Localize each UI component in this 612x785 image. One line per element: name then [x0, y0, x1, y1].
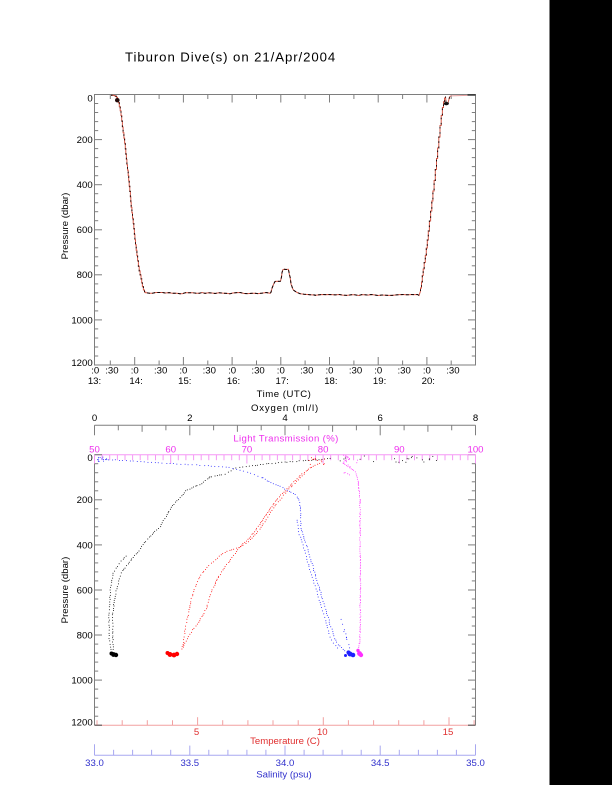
svg-text:90: 90	[394, 445, 405, 456]
svg-text::30: :30	[154, 365, 167, 376]
svg-text:0: 0	[87, 93, 92, 104]
svg-text:400: 400	[77, 540, 93, 551]
svg-text:8: 8	[473, 413, 478, 424]
svg-text:600: 600	[77, 225, 93, 236]
svg-text:1200: 1200	[71, 717, 92, 728]
svg-text:15: 15	[443, 727, 454, 738]
svg-text::0: :0	[325, 365, 333, 376]
svg-text:800: 800	[77, 270, 93, 281]
svg-text:80: 80	[318, 445, 329, 456]
svg-text:1200: 1200	[71, 358, 92, 369]
svg-text:70: 70	[242, 445, 253, 456]
svg-text:34.0: 34.0	[276, 758, 295, 769]
svg-text:Oxygen (ml/l): Oxygen (ml/l)	[251, 403, 319, 414]
svg-text::0: :0	[374, 365, 382, 376]
svg-text:15:: 15:	[178, 376, 191, 387]
svg-text:0: 0	[92, 413, 97, 424]
svg-text:Light Transmission (%): Light Transmission (%)	[233, 433, 338, 444]
svg-text:16:: 16:	[227, 376, 240, 387]
svg-text::0: :0	[423, 365, 431, 376]
svg-text:1000: 1000	[71, 676, 92, 687]
svg-text::0: :0	[91, 365, 99, 376]
svg-text:Pressure (dbar): Pressure (dbar)	[60, 193, 71, 260]
svg-text:Time (UTC): Time (UTC)	[257, 389, 312, 400]
svg-text::30: :30	[251, 365, 264, 376]
svg-text::0: :0	[131, 365, 139, 376]
svg-text:200: 200	[77, 135, 93, 146]
svg-text:Temperature (C): Temperature (C)	[250, 736, 320, 747]
svg-text::30: :30	[398, 365, 411, 376]
svg-text:13:: 13:	[88, 376, 101, 387]
svg-text:Pressure (dbar): Pressure (dbar)	[60, 557, 71, 624]
svg-text::0: :0	[277, 365, 285, 376]
svg-text:5: 5	[194, 727, 199, 738]
svg-text:800: 800	[77, 630, 93, 641]
svg-text:0: 0	[87, 453, 92, 464]
svg-text:34.5: 34.5	[371, 758, 390, 769]
svg-text:1000: 1000	[71, 315, 92, 326]
svg-text::0: :0	[179, 365, 187, 376]
svg-text:17:: 17:	[276, 376, 289, 387]
svg-text:19:: 19:	[373, 376, 386, 387]
svg-text:6: 6	[378, 413, 383, 424]
svg-text:20:: 20:	[422, 376, 435, 387]
svg-text:10: 10	[317, 727, 328, 738]
svg-text::30: :30	[446, 365, 459, 376]
svg-text::30: :30	[203, 365, 216, 376]
svg-text:4: 4	[282, 413, 288, 424]
svg-text::0: :0	[228, 365, 236, 376]
svg-text::30: :30	[349, 365, 362, 376]
svg-text:60: 60	[165, 445, 176, 456]
svg-text:2: 2	[187, 413, 192, 424]
svg-text::30: :30	[300, 365, 313, 376]
svg-text:33.0: 33.0	[85, 758, 104, 769]
svg-text:Tiburon Dive(s) on 21/Apr/2004: Tiburon Dive(s) on 21/Apr/2004	[125, 49, 336, 64]
svg-text:35.0: 35.0	[466, 758, 485, 769]
svg-text:14:: 14:	[129, 376, 142, 387]
svg-text:Salinity (psu): Salinity (psu)	[256, 769, 311, 780]
svg-text:18:: 18:	[324, 376, 337, 387]
svg-text:400: 400	[77, 180, 93, 191]
svg-text:100: 100	[467, 445, 483, 456]
svg-text:200: 200	[77, 495, 93, 506]
svg-text::30: :30	[105, 365, 118, 376]
svg-text:50: 50	[89, 445, 100, 456]
svg-text:600: 600	[77, 585, 93, 596]
svg-text:33.5: 33.5	[180, 758, 199, 769]
